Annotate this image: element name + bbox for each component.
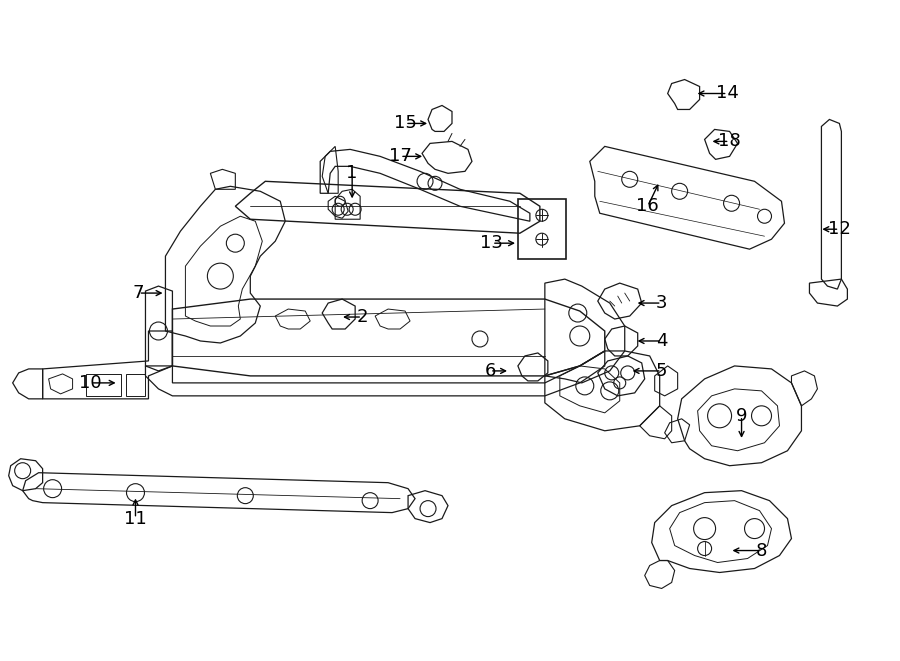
Text: 16: 16 bbox=[636, 197, 659, 215]
Text: 3: 3 bbox=[656, 294, 668, 312]
Text: 18: 18 bbox=[718, 132, 741, 151]
Text: 14: 14 bbox=[716, 85, 739, 102]
Text: 15: 15 bbox=[393, 114, 417, 132]
Text: 6: 6 bbox=[484, 362, 496, 380]
Text: 1: 1 bbox=[346, 165, 358, 182]
Text: 13: 13 bbox=[481, 234, 503, 253]
Text: 8: 8 bbox=[756, 541, 767, 560]
Text: 10: 10 bbox=[79, 374, 102, 392]
Bar bbox=[86, 374, 121, 396]
Text: 17: 17 bbox=[389, 147, 411, 165]
Text: 4: 4 bbox=[656, 332, 668, 350]
Text: 12: 12 bbox=[828, 220, 850, 238]
Bar bbox=[125, 374, 146, 396]
Text: 9: 9 bbox=[736, 407, 747, 425]
Bar bbox=[518, 199, 566, 259]
Text: 5: 5 bbox=[656, 362, 668, 380]
Text: 11: 11 bbox=[124, 510, 147, 527]
Text: 7: 7 bbox=[132, 284, 144, 302]
Text: 2: 2 bbox=[356, 308, 368, 326]
